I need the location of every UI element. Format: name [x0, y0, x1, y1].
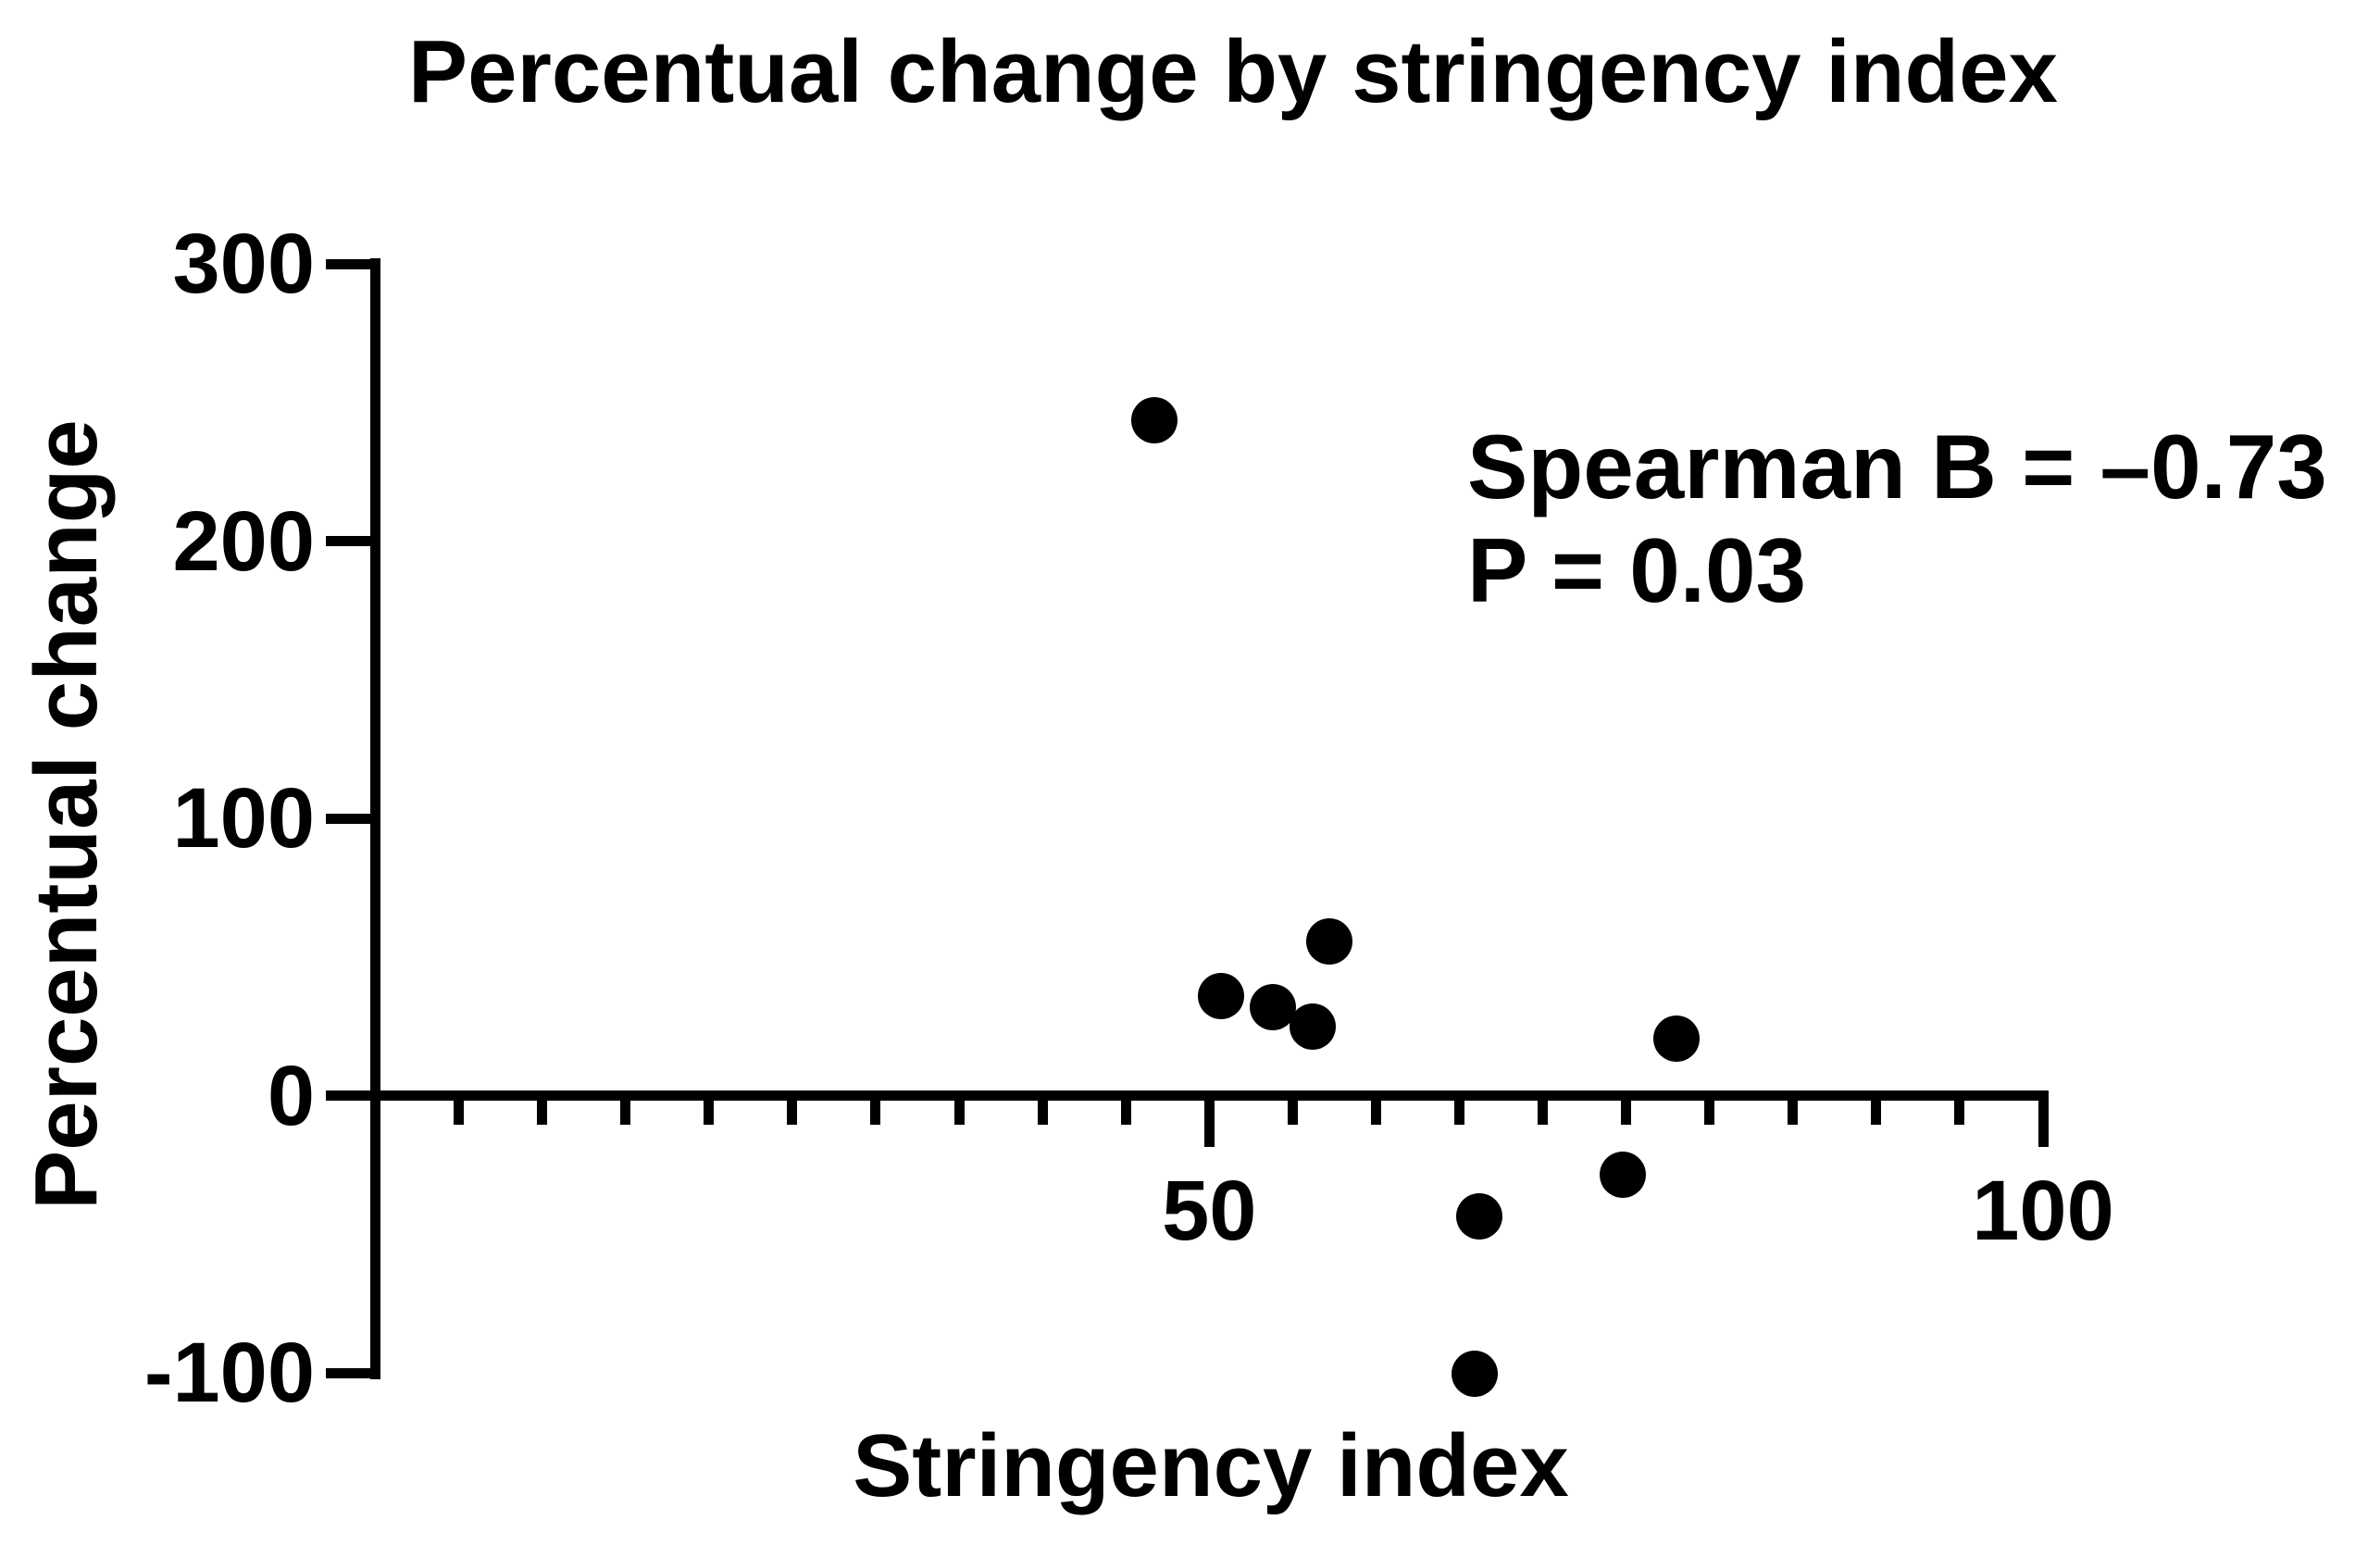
- x-tick-label: 50: [1162, 1164, 1257, 1258]
- y-tick-label: 300: [172, 217, 316, 311]
- x-axis-minor-tick: [787, 1101, 798, 1125]
- x-axis-minor-tick: [1954, 1101, 1965, 1125]
- data-point: [1652, 1015, 1700, 1063]
- x-axis-minor-tick: [1120, 1101, 1131, 1125]
- x-axis-minor-tick: [537, 1101, 548, 1125]
- data-point: [1197, 972, 1244, 1019]
- x-tick-label: 100: [1972, 1164, 2114, 1258]
- y-tick-label: 100: [172, 771, 316, 866]
- x-axis-line: [370, 1090, 2049, 1101]
- x-axis-minor-tick: [870, 1101, 881, 1125]
- x-axis-minor-tick: [1538, 1101, 1549, 1125]
- x-axis-title: Stringency index: [853, 1416, 1569, 1515]
- x-axis-minor-tick: [1704, 1101, 1715, 1125]
- y-tick-label: 200: [172, 493, 316, 589]
- y-axis-tick: [326, 1367, 371, 1378]
- data-point: [1130, 397, 1178, 444]
- x-axis-minor-tick: [1370, 1101, 1381, 1125]
- y-axis-tick: [326, 258, 371, 269]
- y-axis-tick: [326, 536, 371, 546]
- data-point: [1249, 983, 1296, 1030]
- annotation-pvalue: P = 0.03: [1467, 519, 1807, 621]
- x-axis-minor-tick: [704, 1101, 715, 1125]
- x-axis-minor-tick: [1453, 1101, 1464, 1125]
- y-axis-tick: [326, 1090, 371, 1101]
- annotation-spearman: Spearman B = –0.73: [1467, 416, 2327, 517]
- x-axis-minor-tick: [1037, 1101, 1048, 1125]
- x-axis-minor-tick: [620, 1101, 631, 1125]
- x-axis-minor-tick: [1287, 1101, 1298, 1125]
- x-axis-minor-tick: [1621, 1101, 1632, 1125]
- y-axis-tick: [326, 813, 371, 824]
- stats-annotation: Spearman B = –0.73 P = 0.03: [1467, 415, 2327, 622]
- x-axis-minor-tick: [953, 1101, 965, 1125]
- data-point: [1305, 918, 1352, 966]
- x-axis-minor-tick: [454, 1101, 465, 1125]
- data-point: [1600, 1151, 1647, 1198]
- data-point: [1456, 1192, 1503, 1240]
- x-axis-major-tick: [2037, 1101, 2049, 1147]
- x-axis-minor-tick: [1871, 1101, 1882, 1125]
- y-tick-label: -100: [143, 1326, 315, 1420]
- x-axis-minor-tick: [1788, 1101, 1799, 1125]
- y-axis-line: [370, 258, 380, 1379]
- chart-title: Percentual change by stringency index: [408, 22, 2058, 121]
- x-axis-major-tick: [1203, 1101, 1215, 1147]
- data-point: [1451, 1351, 1498, 1398]
- y-tick-label: 0: [267, 1048, 315, 1143]
- data-point: [1289, 1003, 1336, 1050]
